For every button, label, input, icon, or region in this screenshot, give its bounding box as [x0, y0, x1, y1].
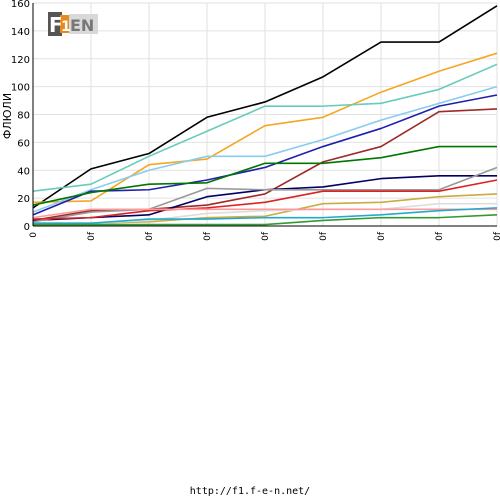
- logo-f: F: [49, 13, 63, 36]
- logo-1: 1: [61, 19, 71, 35]
- y-tick-label: 160: [11, 0, 30, 10]
- y-tick-label: 140: [11, 27, 30, 38]
- footer-url: http://f1.f-e-n.net/: [189, 486, 311, 497]
- x-tick-label: 0f: [261, 231, 271, 241]
- x-tick-labels: 0 0f 0f 0f 0f 0f 0f 0f 0f: [29, 231, 500, 241]
- x-tick-label: 0f: [493, 231, 500, 241]
- series-line-6: [32, 108, 498, 222]
- x-tick-label: 0: [29, 232, 39, 238]
- series-line-13: [32, 208, 497, 219]
- series-line-5: [32, 94, 498, 216]
- y-tick-label: 40: [17, 166, 30, 177]
- y-tick-label: 120: [11, 55, 30, 66]
- site-logo: F 1 EN: [48, 12, 98, 37]
- logo-en: EN: [70, 16, 94, 35]
- x-tick-label: 0f: [145, 231, 155, 241]
- series-line-14: [33, 207, 498, 225]
- y-tick-label: 80: [17, 111, 30, 122]
- y-tick-label: 20: [17, 194, 30, 205]
- y-tick-label: 0: [24, 222, 30, 233]
- y-tick-label: 60: [17, 138, 30, 149]
- y-axis-label: ФЛЮЛИ: [1, 93, 14, 139]
- x-tick-label: 0f: [377, 231, 387, 241]
- series-line-7: [32, 145, 497, 206]
- x-tick-label: 0f: [319, 231, 329, 241]
- series-line-15: [33, 214, 498, 226]
- f1en-logo-icon: F 1 EN: [48, 12, 98, 37]
- grid: [32, 2, 498, 227]
- y-tick-label: 100: [11, 83, 30, 94]
- series-line-3: [32, 63, 498, 192]
- series-line-4: [32, 85, 498, 213]
- series-line-9: [32, 166, 498, 223]
- y-tick-labels: 0 20 40 60 80 100 120 140 160: [11, 0, 30, 233]
- series-lines: [32, 5, 498, 226]
- series-line-10: [32, 179, 498, 220]
- x-tick-label: 0f: [435, 231, 445, 241]
- x-tick-label: 0f: [203, 231, 213, 241]
- series-line-1: [32, 5, 498, 209]
- x-tick-label: 0f: [87, 231, 97, 241]
- axes: [32, 3, 497, 227]
- series-line-2: [32, 52, 498, 204]
